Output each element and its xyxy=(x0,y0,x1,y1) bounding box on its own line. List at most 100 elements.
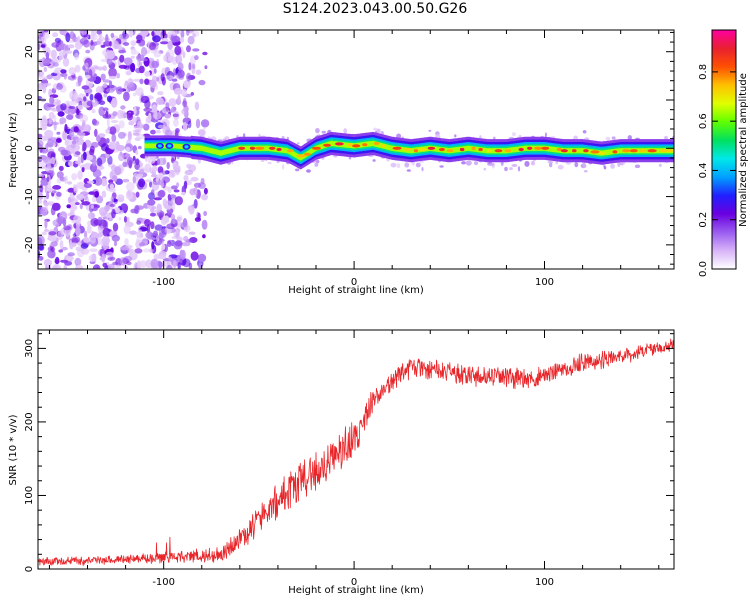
spectrogram-noise-cell xyxy=(182,51,186,59)
spectrogram-noise-cell xyxy=(83,182,92,188)
spectrogram-sidelobe-cell xyxy=(627,135,632,141)
colorbar-ticks: 0.0 0.2 0.4 0.6 0.8 xyxy=(698,64,736,277)
spectrogram-noise-cell xyxy=(156,76,160,82)
spectrogram-noise-cell xyxy=(133,125,138,129)
spectrogram-noise-cell xyxy=(167,256,172,261)
spectrogram-peak-cell xyxy=(629,149,638,153)
spectrogram-noise-cell xyxy=(83,124,92,132)
spectrogram-noise-cell xyxy=(122,204,128,212)
spectrogram-noise-cell xyxy=(157,190,165,199)
spectrogram-noise-cell xyxy=(63,175,68,184)
spectrogram-noise-cell xyxy=(133,78,142,82)
spectrogram-peak-cell xyxy=(184,145,189,149)
spectrogram-noise-cell xyxy=(44,219,48,229)
spectrogram-noise-cell xyxy=(56,131,61,135)
spectrogram-noise-cell xyxy=(101,190,107,198)
spectrogram-noise-cell xyxy=(62,57,70,67)
spectrogram-peak-cell xyxy=(583,149,589,153)
spectrogram-heatmap xyxy=(38,30,674,269)
spectrogram-noise-cell xyxy=(53,69,59,74)
spectrogram-noise-cell xyxy=(167,186,172,194)
spectrogram-noise-cell xyxy=(112,261,119,266)
spectrogram-noise-cell xyxy=(103,41,112,47)
spectrogram-noise-cell xyxy=(91,109,96,114)
spectrogram-noise-cell xyxy=(171,78,178,82)
spectrogram-noise-cell xyxy=(106,95,113,103)
spectrogram-noise-cell xyxy=(81,201,91,206)
spectrogram-noise-cell xyxy=(117,209,124,215)
spectrogram-noise-cell xyxy=(119,34,123,40)
spectrogram-noise-cell xyxy=(185,179,192,185)
spectrogram-peak-cell xyxy=(541,146,550,150)
spectrogram-noise-cell xyxy=(184,169,194,176)
spectrogram-noise-cell xyxy=(49,96,55,105)
spectrogram-noise-cell xyxy=(43,46,51,57)
spectrogram-noise-cell xyxy=(163,54,168,62)
spectrogram-peak-cell xyxy=(312,146,321,150)
spectrogram-noise-cell xyxy=(42,59,51,66)
colorbar-tick-label: 0.8 xyxy=(698,64,709,80)
spectrogram-noise-cell xyxy=(67,187,75,193)
spectrogram-noise-cell xyxy=(135,87,144,96)
spectrogram-noise-cell xyxy=(77,170,83,180)
spectrogram-sidelobe-cell xyxy=(343,128,348,134)
spectrogram-noise-cell xyxy=(79,203,83,210)
spectrogram-noise-cell xyxy=(164,200,173,211)
spectrogram-noise-cell xyxy=(157,166,164,174)
spectrogram-noise-cell xyxy=(107,50,115,60)
y-tick-label: 0 xyxy=(24,145,35,151)
spectrogram-noise-cell xyxy=(124,153,131,158)
spectrogram-sidelobe-cell xyxy=(658,163,662,167)
spectrogram-noise-cell xyxy=(123,42,130,46)
spectrogram-noise-cell xyxy=(96,135,101,143)
spectrogram-sidelobe-cell xyxy=(295,168,300,172)
colorbar-tick-label: 0.4 xyxy=(698,162,709,178)
spectrogram-noise-cell xyxy=(89,235,96,244)
spectrogram-noise-cell xyxy=(186,163,192,169)
spectrogram-noise-cell xyxy=(182,258,191,268)
spectrogram-noise-cell xyxy=(98,207,108,216)
spectrogram-noise-cell xyxy=(75,264,84,269)
spectrogram-sidelobe-cell xyxy=(512,132,516,137)
spectrogram-noise-cell xyxy=(158,228,167,238)
spectrogram-noise-cell xyxy=(89,93,94,101)
spectrogram-noise-cell xyxy=(50,170,55,177)
spectrogram-noise-cell xyxy=(73,187,79,194)
spectrogram-noise-cell xyxy=(111,234,121,242)
spectrogram-noise-cell xyxy=(45,191,50,200)
spectrogram-peak-cell xyxy=(417,147,428,152)
spectrogram-noise-cell xyxy=(126,261,132,266)
spectrogram-noise-cell xyxy=(187,120,192,129)
spectrogram-noise-cell xyxy=(150,129,156,135)
colorbar: 0.0 0.2 0.4 0.6 0.8 Normalized spectral ampl… xyxy=(698,29,749,277)
spectrogram-noise-cell xyxy=(170,170,175,177)
spectrogram-noise-cell xyxy=(110,32,115,38)
spectrogram-noise-cell xyxy=(109,183,115,190)
spectrogram-sidelobe-cell xyxy=(296,142,300,145)
spectrogram-noise-cell xyxy=(136,34,143,42)
spectrogram-noise-cell xyxy=(149,42,156,51)
spectrogram-sidelobe-cell xyxy=(217,139,223,142)
spectrogram-noise-cell xyxy=(96,157,103,167)
spectrogram-sidelobe-cell xyxy=(404,162,410,168)
spectrogram-noise-cell xyxy=(111,40,119,49)
spectrogram-noise-cell xyxy=(44,129,54,138)
spectrogram-noise-cell xyxy=(167,40,173,50)
spectrogram-noise-cell xyxy=(140,30,149,37)
spectrogram-noise-cell xyxy=(190,251,199,261)
spectrogram-noise-cell xyxy=(48,111,55,120)
spectrogram-noise-cell xyxy=(102,79,111,83)
spectrogram-peak-cell xyxy=(533,146,543,150)
spectrogram-noise-cell xyxy=(57,230,64,241)
spectrogram-noise-cell xyxy=(120,110,126,119)
spectrogram-noise-cell xyxy=(132,176,137,184)
spectrogram-noise-cell xyxy=(77,247,85,258)
spectrogram-noise-cell xyxy=(45,51,50,60)
spectrogram-noise-cell xyxy=(108,263,115,269)
spectrogram-noise-cell xyxy=(156,234,160,242)
spectrogram-sidelobe-cell xyxy=(267,161,272,165)
snr-y-axis-label: SNR (10 * v/v) xyxy=(8,414,19,485)
spectrogram-peak-cell xyxy=(167,144,172,148)
spectrogram-noise-cell xyxy=(50,49,57,59)
spectrogram-noise-cell xyxy=(177,69,185,78)
